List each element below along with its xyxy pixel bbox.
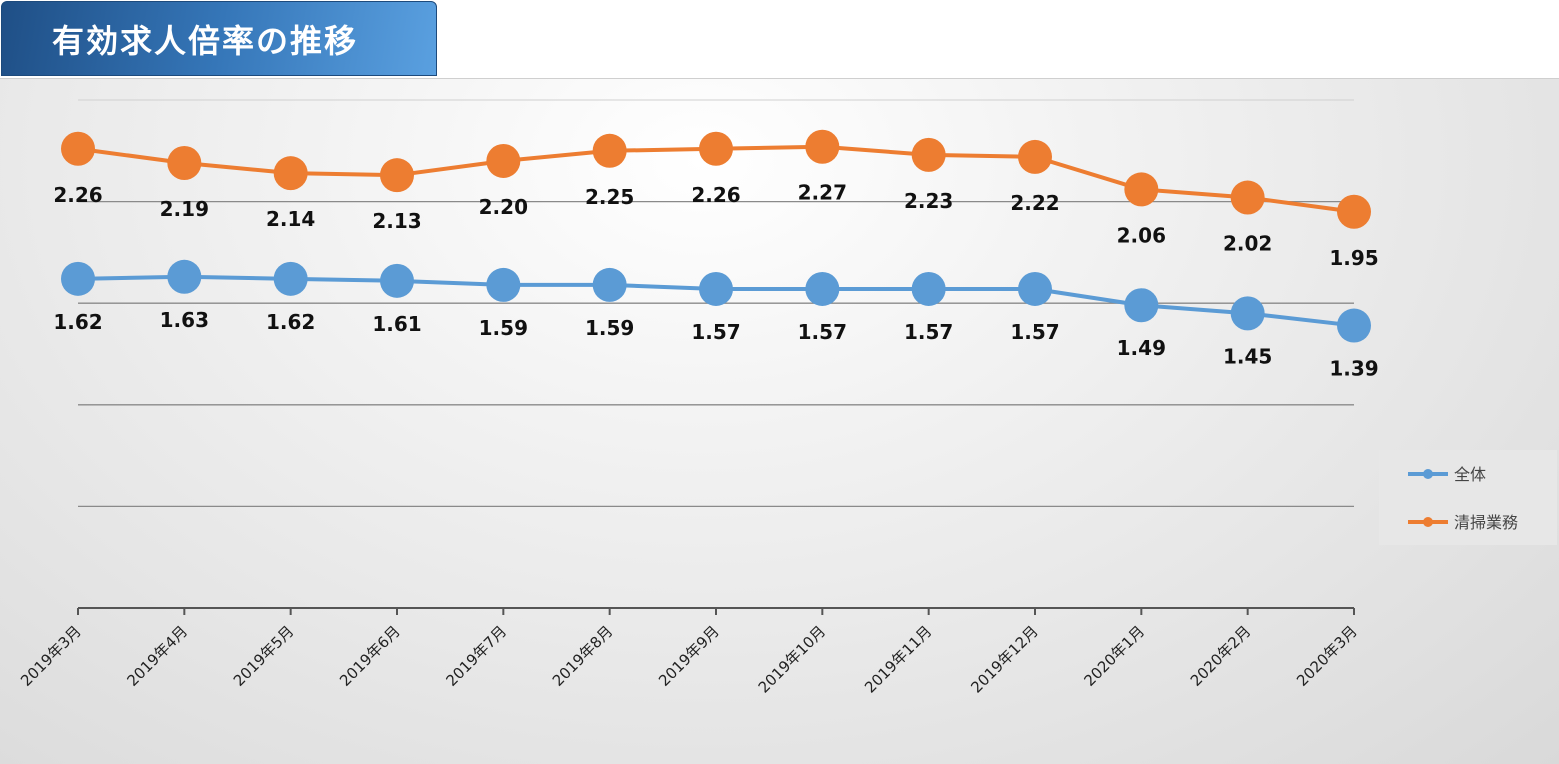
x-tick-label: 2019年5月	[230, 622, 298, 690]
x-tick-label: 2020年1月	[1080, 622, 1148, 690]
legend-swatch-marker	[1423, 469, 1433, 479]
data-point	[1230, 296, 1265, 331]
data-point	[1230, 180, 1265, 215]
data-point	[167, 259, 202, 294]
x-tick-label: 2019年9月	[655, 622, 723, 690]
data-point	[911, 271, 946, 306]
x-tick-label: 2019年4月	[123, 622, 191, 690]
data-point	[592, 267, 627, 302]
legend-label: 全体	[1454, 465, 1486, 484]
x-tick-labels: 2019年3月 2019年4月 2019年5月 2019年6月 2019年7月 2019年…	[17, 622, 1361, 696]
data-point	[699, 131, 733, 166]
data-labels: 1.62 1.63 1.62 1.61 1.59 1.59 1.57 1.57 1.57 1.57…	[53, 181, 1378, 381]
data-label: 1.57	[798, 320, 847, 344]
data-label: 1.45	[1223, 344, 1272, 368]
data-point	[380, 263, 414, 298]
data-point	[273, 261, 308, 296]
data-point	[699, 271, 733, 306]
data-label: 1.39	[1329, 357, 1378, 381]
data-label: 2.19	[160, 197, 209, 221]
series-layer	[61, 129, 1371, 343]
data-point	[1018, 139, 1052, 174]
x-tick-label: 2019年6月	[336, 622, 404, 690]
data-point	[1124, 172, 1159, 207]
data-label: 1.49	[1117, 336, 1166, 360]
data-label: 1.57	[904, 320, 953, 344]
data-label: 1.62	[266, 310, 315, 334]
data-point	[1124, 288, 1159, 323]
x-tick-label: 2020年3月	[1293, 622, 1361, 690]
x-axis	[77, 607, 1355, 615]
data-point	[1018, 271, 1052, 306]
data-label: 2.02	[1223, 232, 1272, 256]
data-point	[273, 156, 308, 191]
page-title: 有効求人倍率の推移	[52, 21, 359, 60]
x-tick-label: 2019年12月	[967, 622, 1041, 696]
data-label: 2.23	[904, 189, 953, 213]
data-point	[486, 143, 521, 178]
legend-swatch-marker	[1423, 517, 1433, 527]
x-tick-label: 2019年8月	[549, 622, 617, 690]
data-label: 1.62	[53, 310, 102, 334]
data-point	[1337, 194, 1371, 229]
data-label: 2.27	[798, 181, 847, 205]
data-point	[1337, 308, 1371, 343]
data-label: 2.26	[53, 183, 102, 207]
chart-title-tab: 有効求人倍率の推移	[1, 1, 437, 76]
data-label: 2.06	[1117, 223, 1166, 247]
data-point	[911, 137, 946, 172]
data-label: 1.57	[1010, 320, 1059, 344]
data-point	[592, 133, 627, 168]
data-label: 1.59	[585, 316, 634, 340]
data-point	[61, 261, 95, 296]
data-label: 2.25	[585, 185, 634, 209]
data-label: 2.20	[479, 195, 528, 219]
data-point	[61, 131, 95, 166]
data-point	[805, 129, 840, 164]
data-point	[805, 271, 840, 306]
data-label: 1.57	[691, 320, 740, 344]
data-label: 1.61	[372, 312, 421, 336]
data-label: 1.95	[1329, 246, 1378, 270]
data-label: 2.22	[1010, 191, 1059, 215]
legend-label: 清掃業務	[1454, 513, 1518, 532]
data-label: 2.13	[372, 209, 421, 233]
data-label: 1.59	[479, 316, 528, 340]
data-label: 2.26	[691, 183, 740, 207]
x-tick-label: 2019年10月	[755, 622, 829, 696]
x-tick-label: 2019年7月	[442, 622, 510, 690]
data-point	[380, 158, 414, 193]
legend-box	[1379, 450, 1557, 545]
x-tick-label: 2019年11月	[861, 622, 935, 696]
data-label: 2.14	[266, 207, 315, 231]
x-tick-label: 2020年2月	[1187, 622, 1255, 690]
data-point	[486, 267, 521, 302]
chart-area	[0, 78, 1559, 764]
data-point	[167, 145, 202, 180]
data-label: 1.63	[160, 308, 209, 332]
x-tick-label: 2019年3月	[17, 622, 85, 690]
